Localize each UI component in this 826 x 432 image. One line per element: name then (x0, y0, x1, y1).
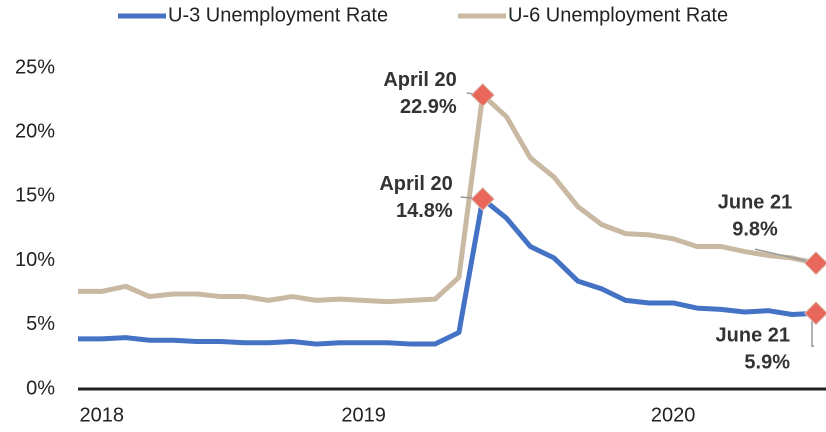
annotation-value: 5.9% (744, 352, 790, 374)
annotation-date: June 21 (718, 191, 792, 213)
y-tick-label: 5% (26, 313, 55, 335)
y-tick-label: 25% (15, 56, 55, 78)
annotation-value: 9.8% (732, 218, 778, 240)
annotation-value: 14.8% (396, 200, 453, 222)
point-marker (470, 82, 495, 107)
y-tick-label: 15% (15, 185, 55, 207)
annotation-date: April 20 (379, 173, 452, 195)
point-marker (470, 186, 495, 211)
series-line (78, 196, 817, 347)
leader-line (811, 317, 814, 347)
legend-label: U-6 Unemployment Rate (508, 4, 728, 26)
annotation-date: June 21 (716, 325, 790, 347)
legend-label: U-3 Unemployment Rate (168, 4, 388, 26)
point-marker (803, 251, 826, 276)
annotation-date: April 20 (383, 69, 456, 91)
y-tick-label: 0% (26, 377, 55, 399)
x-tick-label: 2018 (80, 404, 125, 426)
y-tick-label: 20% (15, 120, 55, 142)
series-line (78, 92, 817, 305)
annotation-value: 22.9% (400, 96, 457, 118)
x-tick-label: 2020 (651, 404, 696, 426)
point-marker (803, 301, 826, 326)
leader-line (754, 248, 817, 264)
x-tick-label: 2019 (341, 404, 386, 426)
y-tick-label: 10% (15, 249, 55, 271)
